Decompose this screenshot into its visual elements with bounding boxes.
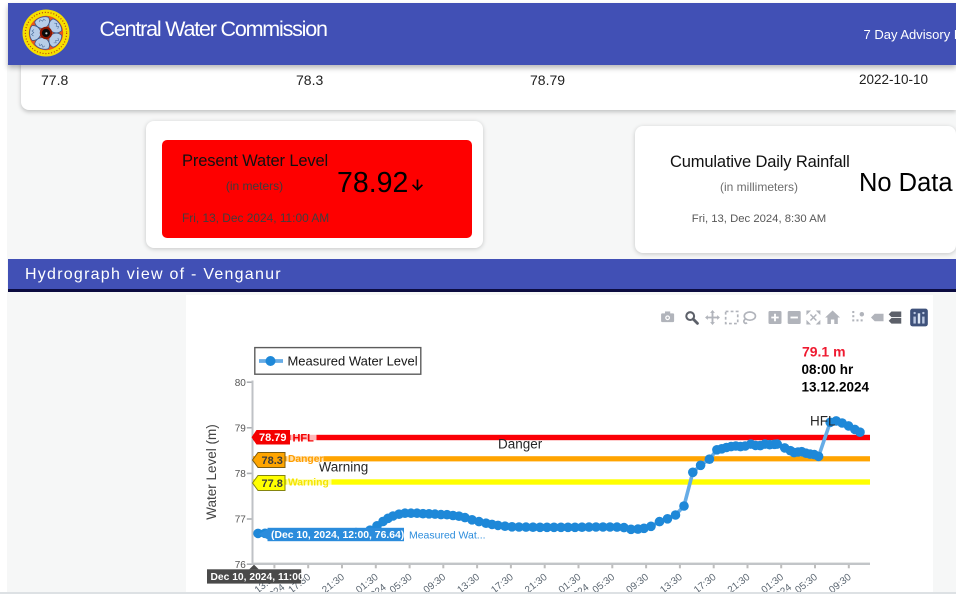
svg-text:79: 79 <box>235 423 247 434</box>
svg-text:Warning: Warning <box>288 478 329 489</box>
svg-text:Water Level (m): Water Level (m) <box>204 424 219 519</box>
svg-text:78.3: 78.3 <box>262 455 283 467</box>
svg-text:(Dec 10, 2024, 12:00, 76.64): (Dec 10, 2024, 12:00, 76.64) <box>271 530 404 541</box>
svg-text:79.1 m: 79.1 m <box>802 343 846 359</box>
svg-text:78: 78 <box>235 469 247 480</box>
svg-text:Warning: Warning <box>319 459 369 474</box>
svg-text:HFL: HFL <box>810 413 836 428</box>
svg-text:HFL: HFL <box>293 432 315 444</box>
svg-text:Measured Water Level: Measured Water Level <box>288 354 418 369</box>
svg-text:77.8: 77.8 <box>262 478 283 490</box>
svg-text:Dec 10, 2024, 11:00: Dec 10, 2024, 11:00 <box>211 572 304 583</box>
svg-text:Measured Wat...: Measured Wat... <box>409 530 486 541</box>
svg-text:80: 80 <box>235 378 247 389</box>
svg-text:78.79: 78.79 <box>259 432 287 444</box>
svg-text:77: 77 <box>235 515 247 526</box>
svg-text:76: 76 <box>235 560 247 571</box>
svg-text:13.12.2024: 13.12.2024 <box>801 379 869 394</box>
svg-text:Danger: Danger <box>288 454 323 465</box>
svg-text:08:00 hr: 08:00 hr <box>801 362 853 377</box>
svg-text:Danger: Danger <box>498 436 543 451</box>
